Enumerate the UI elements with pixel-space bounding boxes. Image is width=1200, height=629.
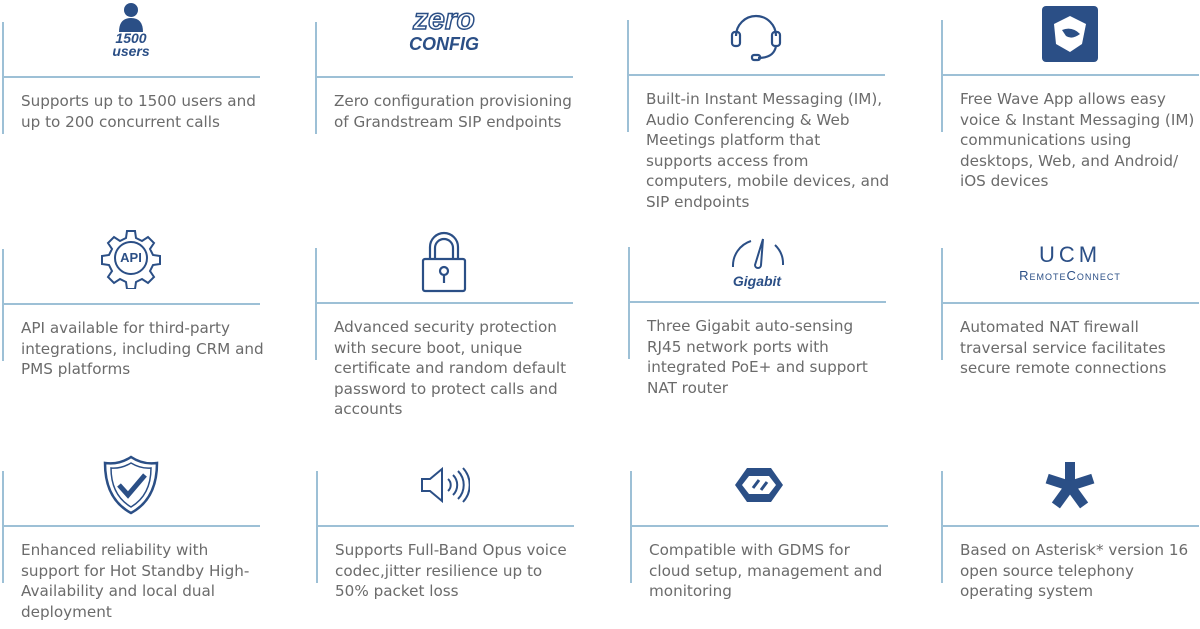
feature-description: Based on Asterisk* version 16 open sourc…: [960, 541, 1189, 601]
feature-description: Supports up to 1500 users and up to 200 …: [21, 92, 256, 131]
feature-description: Advanced security protection with secure…: [334, 318, 567, 419]
feature-card-api: API API available for third-party integr…: [2, 227, 264, 407]
ucm-remoteconnect-logo: UCM RemoteConnect: [1019, 241, 1121, 283]
speedometer-icon: Gigabit: [628, 225, 886, 297]
feature-description: Compatible with GDMS for cloud setup, ma…: [649, 541, 883, 601]
feature-card-users: 1500 users Supports up to 1500 users and…: [2, 0, 260, 180]
divider-horizontal: [628, 301, 886, 303]
divider-horizontal: [2, 525, 260, 527]
feature-card-gigabit: Gigabit Three Gigabit auto-sensing RJ45 …: [628, 225, 886, 405]
zero-config-logo: zero CONFIG: [409, 3, 479, 54]
divider-vertical: [316, 471, 318, 583]
feature-description: API available for third-party integratio…: [21, 319, 264, 379]
divider-horizontal: [315, 302, 573, 304]
feature-description: Built-in Instant Messaging (IM), Audio C…: [646, 90, 890, 211]
feature-card-remote-connect: UCM RemoteConnect Automated NAT firewall…: [941, 226, 1199, 406]
gdms-icon: [630, 449, 888, 521]
divider-vertical: [2, 249, 4, 361]
speaker-icon: [316, 449, 574, 521]
feature-description: Supports Full-Band Opus voice codec,jitt…: [335, 541, 567, 601]
shield-check-icon: [2, 449, 260, 521]
feature-card-wave-app: Free Wave App allows easy voice & Instan…: [941, 0, 1199, 190]
divider-horizontal: [2, 303, 260, 305]
feature-description: Enhanced reliability with support for Ho…: [21, 541, 250, 621]
feature-card-reliability: Enhanced reliability with support for Ho…: [2, 449, 260, 629]
padlock-icon: [315, 226, 573, 298]
divider-horizontal: [315, 76, 573, 78]
feature-card-messaging: Built-in Instant Messaging (IM), Audio C…: [627, 0, 889, 211]
divider-vertical: [315, 248, 317, 360]
divider-vertical: [941, 20, 943, 132]
headset-icon: [627, 0, 885, 70]
divider-horizontal: [941, 74, 1199, 76]
feature-card-security: Advanced security protection with secure…: [315, 226, 573, 418]
user-icon: 1500 users: [2, 0, 260, 74]
divider-horizontal: [2, 76, 260, 78]
divider-vertical: [628, 247, 630, 359]
divider-horizontal: [941, 302, 1199, 304]
feature-card-asterisk: Based on Asterisk* version 16 open sourc…: [941, 449, 1199, 629]
feature-card-gdms: Compatible with GDMS for cloud setup, ma…: [630, 449, 888, 629]
api-gear-icon: API: [2, 227, 260, 299]
feature-description: Free Wave App allows easy voice & Instan…: [960, 90, 1195, 191]
divider-vertical: [315, 22, 317, 134]
wave-app-icon: [941, 0, 1199, 70]
divider-horizontal: [316, 525, 574, 527]
feature-description: Automated NAT firewall traversal service…: [960, 318, 1167, 378]
divider-horizontal: [627, 74, 885, 76]
divider-vertical: [941, 248, 943, 360]
feature-description: Three Gigabit auto-sensing RJ45 network …: [647, 317, 868, 397]
divider-horizontal: [941, 525, 1199, 527]
feature-card-opus: Supports Full-Band Opus voice codec,jitt…: [316, 449, 574, 629]
divider-vertical: [627, 20, 629, 132]
divider-vertical: [2, 22, 4, 134]
divider-vertical: [630, 471, 632, 583]
divider-vertical: [2, 471, 4, 583]
asterisk-icon: [941, 449, 1199, 521]
divider-vertical: [941, 471, 943, 583]
feature-card-zero-config: zero CONFIG Zero configuration provision…: [315, 0, 573, 180]
divider-horizontal: [630, 525, 888, 527]
feature-description: Zero configuration provisioning of Grand…: [334, 92, 572, 131]
